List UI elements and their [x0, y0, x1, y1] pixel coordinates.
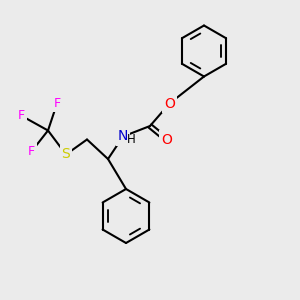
Text: O: O [164, 97, 175, 110]
Text: H: H [127, 133, 136, 146]
Text: F: F [53, 97, 61, 110]
Text: S: S [61, 148, 70, 161]
Text: O: O [161, 133, 172, 146]
Text: F: F [17, 109, 25, 122]
Text: F: F [28, 145, 35, 158]
Text: N: N [118, 130, 128, 143]
